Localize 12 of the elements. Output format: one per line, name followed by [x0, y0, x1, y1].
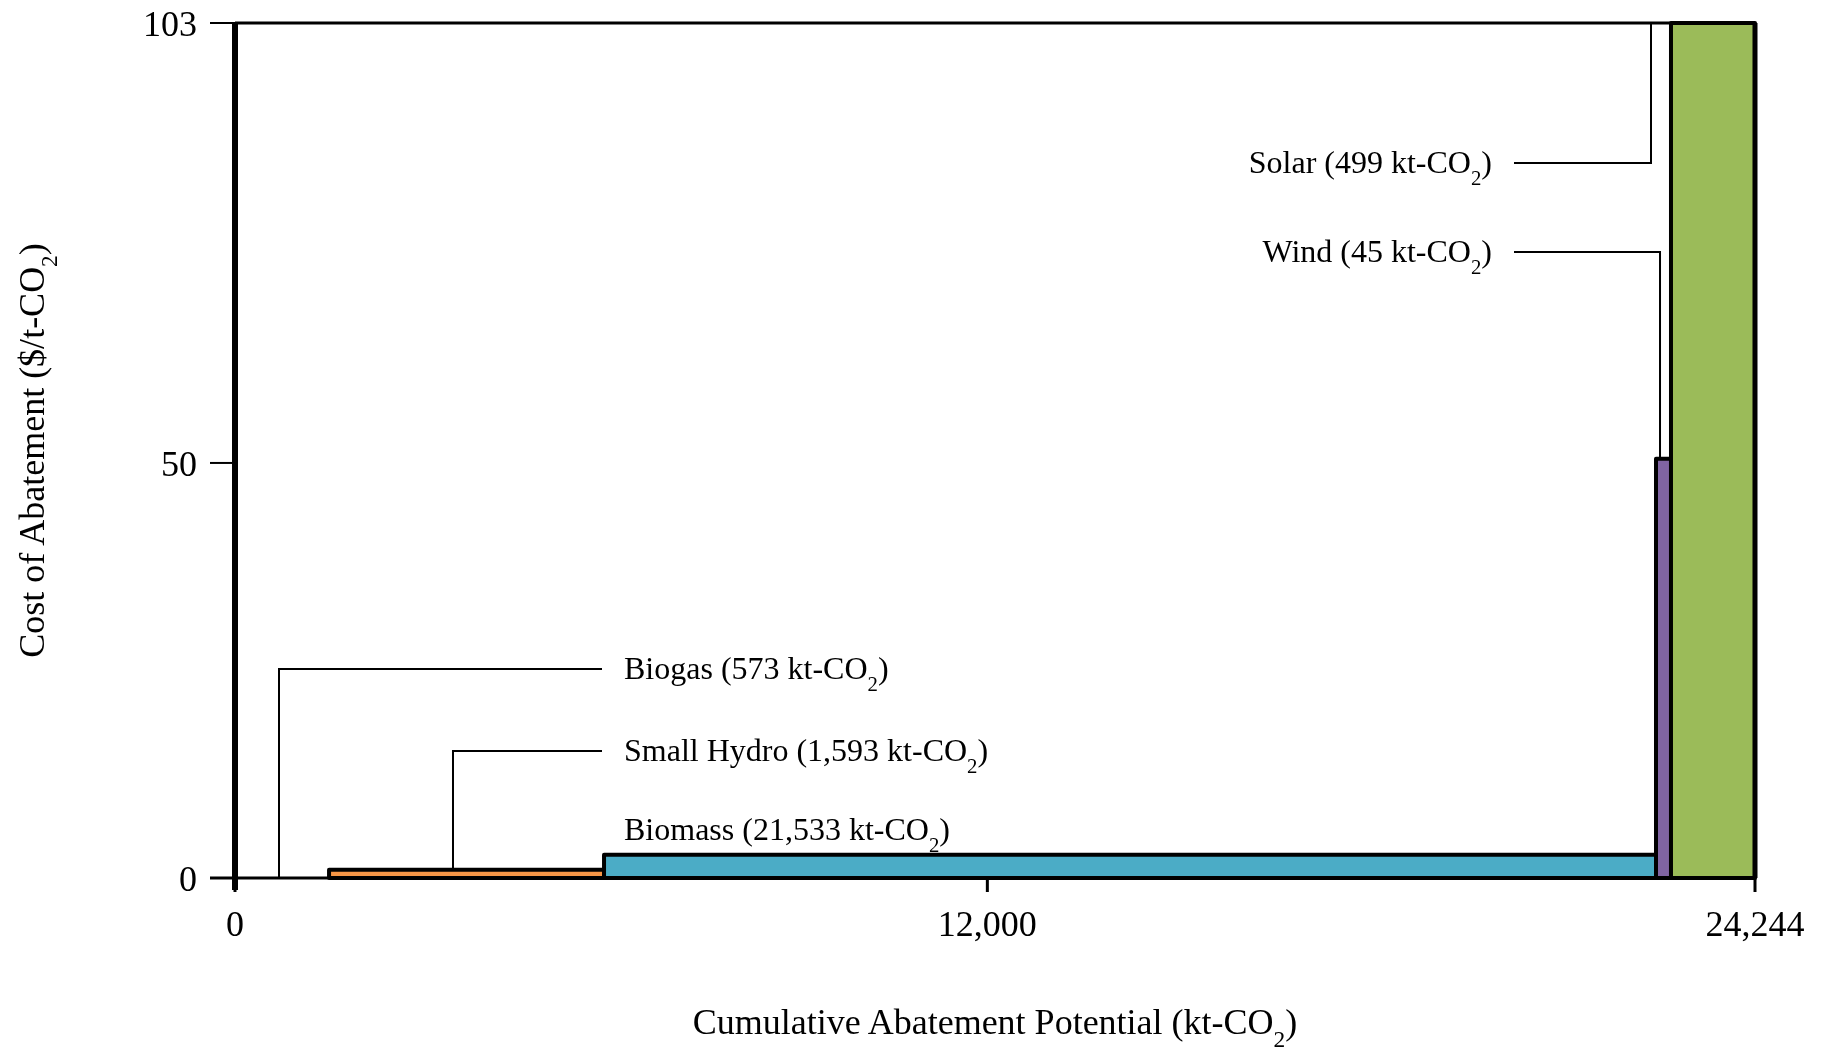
annotation: Wind (45 kt-CO$_{2}$) [1262, 233, 1492, 278]
x-tick-label: 0 [226, 904, 244, 944]
x-tick-label: 12,000 [937, 904, 1037, 944]
x-tick-label: 24,244 [1705, 904, 1805, 944]
x-axis-title: Cumulative Abatement Potential (kt-CO$_{2}$) [692, 1002, 1298, 1052]
y-tick-label: 0 [179, 858, 197, 899]
annotation: Biomass (21,533 kt-CO$_{2}$) [624, 811, 950, 856]
annotation: Biogas (573 kt-CO$_{2}$) [624, 650, 889, 695]
annotation: Solar (499 kt-CO$_{2}$) [1248, 144, 1492, 189]
y-tick-label: 50 [161, 443, 197, 484]
annotation: Small Hydro (1,593 kt-CO$_{2}$) [624, 732, 989, 777]
y-tick-label: 103 [143, 3, 197, 44]
